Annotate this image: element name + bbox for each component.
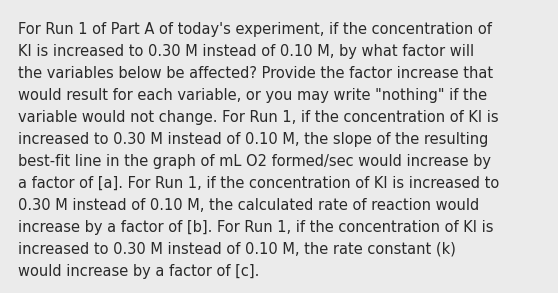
Text: a factor of [a]. For Run 1, if the concentration of KI is increased to: a factor of [a]. For Run 1, if the conce… — [18, 176, 499, 191]
Text: variable would not change. For Run 1, if the concentration of KI is: variable would not change. For Run 1, if… — [18, 110, 499, 125]
Text: best-fit line in the graph of mL O2 formed/sec would increase by: best-fit line in the graph of mL O2 form… — [18, 154, 491, 169]
Text: For Run 1 of Part A of today's experiment, if the concentration of: For Run 1 of Part A of today's experimen… — [18, 22, 492, 37]
Text: would result for each variable, or you may write "nothing" if the: would result for each variable, or you m… — [18, 88, 487, 103]
Text: KI is increased to 0.30 M instead of 0.10 M, by what factor will: KI is increased to 0.30 M instead of 0.1… — [18, 44, 474, 59]
Text: increased to 0.30 M instead of 0.10 M, the rate constant (k): increased to 0.30 M instead of 0.10 M, t… — [18, 242, 456, 257]
Text: increased to 0.30 M instead of 0.10 M, the slope of the resulting: increased to 0.30 M instead of 0.10 M, t… — [18, 132, 488, 147]
Text: 0.30 M instead of 0.10 M, the calculated rate of reaction would: 0.30 M instead of 0.10 M, the calculated… — [18, 198, 479, 213]
Text: would increase by a factor of [c].: would increase by a factor of [c]. — [18, 264, 259, 279]
Text: increase by a factor of [b]. For Run 1, if the concentration of KI is: increase by a factor of [b]. For Run 1, … — [18, 220, 493, 235]
Text: the variables below be affected? Provide the factor increase that: the variables below be affected? Provide… — [18, 66, 493, 81]
